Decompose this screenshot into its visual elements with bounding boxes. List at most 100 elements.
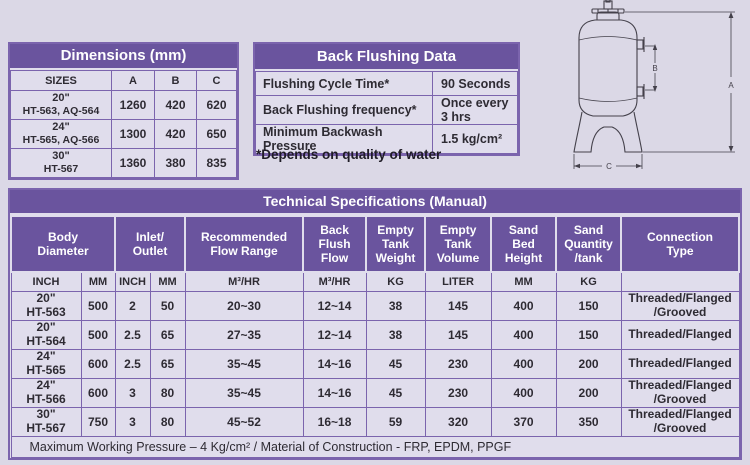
empty-volume-value: 145 bbox=[424, 290, 492, 321]
group-header-sand-bed-height: Sand Bed Height bbox=[490, 215, 558, 273]
connection-type-cell: Threaded/Flanged /Grooved bbox=[620, 377, 740, 408]
inlet-mm-value: 65 bbox=[149, 348, 186, 379]
group-header-row: Body Diameter Inlet/ Outlet Recommended … bbox=[9, 215, 740, 273]
inlet-mm-value: 65 bbox=[149, 319, 186, 350]
dim-c-value: 835 bbox=[196, 148, 237, 178]
col-header-c: C bbox=[196, 70, 237, 91]
flushing-cycle-time-value: 90 Seconds bbox=[432, 71, 518, 96]
min-backwash-pressure-value: 1.5 kg/cm² bbox=[432, 124, 518, 154]
sand-qty-value: 200 bbox=[555, 348, 622, 379]
group-header-inlet-outlet: Inlet/ Outlet bbox=[114, 215, 187, 273]
flow-range-value: 20~30 bbox=[184, 290, 304, 321]
body-mm-value: 500 bbox=[80, 290, 116, 321]
sand-qty-value: 350 bbox=[555, 406, 622, 437]
col-header-sizes: SIZES bbox=[10, 70, 112, 91]
connection-type-cell: Threaded/Flanged bbox=[620, 319, 740, 350]
inlet-inch-value: 3 bbox=[114, 406, 151, 437]
dim-label-c: C bbox=[606, 162, 612, 171]
unit-cell: LITER bbox=[424, 271, 492, 292]
group-header-connection-type: Connection Type bbox=[620, 215, 740, 273]
unit-cell: MM bbox=[490, 271, 557, 292]
back-flush-value: 12~14 bbox=[302, 290, 367, 321]
inlet-inch-value: 2 bbox=[114, 290, 151, 321]
sand-bed-value: 400 bbox=[490, 319, 557, 350]
table-row: Flushing Cycle Time* 90 Seconds bbox=[255, 71, 518, 96]
dimensions-table-title: Dimensions (mm) bbox=[10, 44, 237, 68]
model-label: HT-563, AQ-564 bbox=[22, 105, 100, 118]
sand-filter-diagram: B A C bbox=[565, 0, 745, 182]
table-footer-row: Maximum Working Pressure – 4 Kg/cm² / Ma… bbox=[10, 435, 740, 458]
unit-cell: M³/HR bbox=[302, 271, 367, 292]
connection-type-cell: Threaded/Flanged /Grooved bbox=[620, 406, 740, 437]
group-header-recommended-flow-range: Recommended Flow Range bbox=[184, 215, 305, 273]
model-cell: 24" HT-566 bbox=[10, 377, 82, 408]
dim-label-a: A bbox=[728, 81, 734, 90]
table-row: 24" HT-565, AQ-566 1300 420 650 bbox=[10, 119, 237, 149]
back-flush-value: 14~16 bbox=[302, 377, 367, 408]
back-flush-value: 16~18 bbox=[302, 406, 367, 437]
sand-bed-value: 400 bbox=[490, 290, 557, 321]
group-header-empty-tank-volume: Empty Tank Volume bbox=[424, 215, 493, 273]
size-label: 20" bbox=[52, 92, 70, 105]
upper-port bbox=[636, 39, 644, 50]
col-header-b: B bbox=[154, 70, 197, 91]
back-flush-value: 14~16 bbox=[302, 348, 367, 379]
min-backwash-pressure-label: Minimum Backwash Pressure bbox=[255, 124, 433, 154]
tank-legs bbox=[573, 111, 643, 153]
unit-cell: KG bbox=[365, 271, 426, 292]
back-flush-value: 12~14 bbox=[302, 319, 367, 350]
empty-volume-value: 145 bbox=[424, 319, 492, 350]
size-label: 24" bbox=[52, 121, 70, 134]
body-mm-value: 600 bbox=[80, 348, 116, 379]
unit-cell: KG bbox=[555, 271, 622, 292]
table-row: Minimum Backwash Pressure 1.5 kg/cm² bbox=[255, 124, 518, 154]
flow-range-value: 35~45 bbox=[184, 348, 304, 379]
table-row: Back Flushing frequency* Once every 3 hr… bbox=[255, 95, 518, 125]
flow-range-value: 45~52 bbox=[184, 406, 304, 437]
inlet-inch-value: 3 bbox=[114, 377, 151, 408]
max-working-pressure-note: Maximum Working Pressure – 4 Kg/cm² / Ma… bbox=[10, 435, 740, 458]
sand-bed-value: 370 bbox=[490, 406, 557, 437]
back-flushing-table: Back Flushing Data Flushing Cycle Time* … bbox=[253, 42, 520, 156]
inlet-mm-value: 80 bbox=[149, 406, 186, 437]
empty-weight-value: 45 bbox=[365, 377, 426, 408]
unit-cell bbox=[620, 271, 740, 292]
model-cell: 20" HT-563 bbox=[10, 290, 82, 321]
empty-volume-value: 230 bbox=[424, 348, 492, 379]
inlet-mm-value: 80 bbox=[149, 377, 186, 408]
connection-type-cell: Threaded/Flanged bbox=[620, 348, 740, 379]
model-label: HT-567 bbox=[43, 163, 79, 176]
empty-weight-value: 38 bbox=[365, 290, 426, 321]
inlet-inch-value: 2.5 bbox=[114, 319, 151, 350]
group-header-back-flush-flow: Back Flush Flow bbox=[302, 215, 368, 273]
dim-b-value: 380 bbox=[154, 148, 197, 178]
dim-b-value: 420 bbox=[154, 90, 197, 120]
body-mm-value: 500 bbox=[80, 319, 116, 350]
table-row: 20" HT-563 500 2 50 20~30 12~14 38 145 4… bbox=[10, 290, 740, 321]
empty-volume-value: 320 bbox=[424, 406, 492, 437]
back-flushing-table-title: Back Flushing Data bbox=[255, 44, 518, 69]
lower-port bbox=[636, 86, 644, 97]
empty-weight-value: 45 bbox=[365, 348, 426, 379]
technical-specifications-table: Technical Specifications (Manual) Body D… bbox=[8, 188, 742, 460]
empty-weight-value: 38 bbox=[365, 319, 426, 350]
sand-qty-value: 150 bbox=[555, 319, 622, 350]
back-flushing-frequency-label: Back Flushing frequency* bbox=[255, 95, 433, 125]
model-cell: 30" HT-567 bbox=[10, 406, 82, 437]
inlet-inch-value: 2.5 bbox=[114, 348, 151, 379]
table-row: 30" HT-567 1360 380 835 bbox=[10, 148, 237, 178]
technical-specifications-title: Technical Specifications (Manual) bbox=[10, 190, 740, 213]
dim-a-value: 1300 bbox=[111, 119, 155, 149]
size-cell: 20" HT-563, AQ-564 bbox=[10, 90, 112, 120]
sand-bed-value: 400 bbox=[490, 377, 557, 408]
units-row: INCH MM INCH MM M³/HR M³/HR KG LITER MM … bbox=[10, 271, 740, 292]
dimensions-header-row: SIZES A B C bbox=[10, 70, 237, 91]
unit-cell: INCH bbox=[10, 271, 82, 292]
unit-cell: MM bbox=[149, 271, 186, 292]
table-row: 20" HT-563, AQ-564 1260 420 620 bbox=[10, 90, 237, 120]
size-label: 30" bbox=[52, 150, 70, 163]
tank-body bbox=[578, 19, 638, 117]
col-header-a: A bbox=[111, 70, 155, 91]
model-label: HT-565, AQ-566 bbox=[22, 134, 100, 147]
